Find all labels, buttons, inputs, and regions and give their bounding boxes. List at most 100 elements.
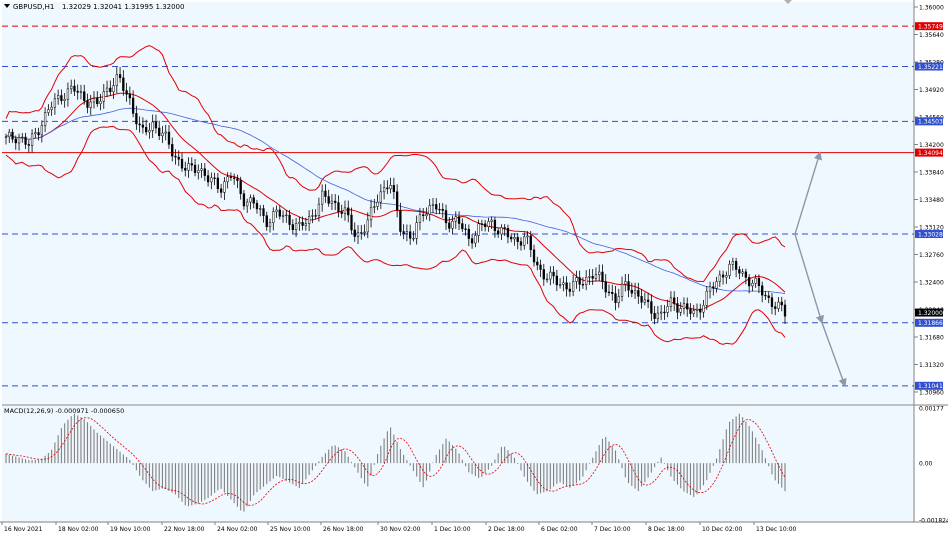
candle-body: [643, 299, 646, 303]
candle-body: [226, 176, 229, 183]
candle-body: [353, 229, 356, 237]
candle-body: [347, 207, 350, 216]
candles: [4, 66, 787, 325]
candle-body: [255, 202, 259, 210]
candle-body: [712, 286, 715, 289]
level-tag: [915, 117, 943, 126]
candle-body: [604, 281, 607, 293]
level-tag: [915, 62, 943, 71]
candle-body: [337, 202, 340, 213]
candle-body: [50, 106, 53, 110]
candle-body: [640, 296, 643, 303]
candle-body: [330, 200, 334, 204]
header: GBPUSD,H1 1.32029 1.32041 1.31995 1.3200…: [4, 3, 184, 11]
last-price-tag: [915, 308, 943, 317]
symbol-menu-icon[interactable]: [4, 4, 10, 8]
candle-body: [324, 190, 327, 197]
candle-body: [673, 297, 676, 304]
candle-body: [275, 209, 278, 212]
candle-body: [135, 113, 138, 125]
candle-body: [206, 175, 210, 183]
candle-body: [431, 204, 435, 206]
candle-body: [523, 236, 526, 246]
candle-body: [497, 230, 500, 235]
candle-body: [493, 219, 497, 232]
candle-body: [666, 306, 669, 313]
candle-body: [363, 231, 366, 234]
candle-body: [536, 261, 539, 266]
price-tick-label: 1.30960: [919, 390, 944, 397]
candle-body: [444, 210, 448, 224]
candle-body: [236, 178, 239, 181]
candle-body: [281, 214, 285, 217]
time-tick-label: 18 Nov 02:00: [58, 526, 99, 533]
candle-body: [454, 216, 457, 222]
candle-body: [568, 288, 572, 292]
time-tick-label: 26 Nov 18:00: [323, 526, 364, 533]
macd-tick-label: 0.00177: [919, 406, 944, 413]
candle-body: [246, 201, 249, 207]
candle-body: [747, 277, 751, 287]
candle-body: [549, 271, 552, 280]
candle-body: [376, 201, 379, 207]
candle-body: [392, 185, 396, 192]
candle-body: [47, 109, 50, 113]
candle-body: [627, 281, 630, 291]
candle-body: [109, 87, 112, 93]
candle-body: [438, 208, 441, 211]
level-tag-label: 1.31041: [918, 383, 943, 390]
candle-body: [588, 276, 591, 278]
candle-body: [252, 197, 255, 204]
candle-body: [210, 177, 213, 183]
candle-body: [382, 187, 386, 193]
bollinger-lower: [5, 125, 786, 345]
time-tick-label: 1 Dec 10:00: [434, 526, 471, 533]
candle-body: [340, 211, 343, 214]
candle-body: [718, 274, 721, 282]
candle-body: [412, 237, 415, 240]
candle-body: [138, 123, 141, 126]
candle-body: [630, 289, 633, 294]
candle-body: [594, 274, 598, 279]
candle-body: [311, 215, 314, 217]
candle-body: [519, 241, 523, 246]
candle-body: [721, 274, 725, 278]
shift-marker-icon[interactable]: [784, 0, 792, 4]
level-tags: 1.35749 1.35221 1.34503 1.34094 1.33028 1.318…: [915, 22, 943, 390]
candle-body: [76, 90, 79, 93]
candle-body: [513, 236, 516, 240]
candle-body: [386, 187, 389, 190]
candle-body: [96, 98, 99, 105]
candle-body: [102, 91, 105, 102]
candle-body: [506, 227, 510, 238]
candle-body: [428, 205, 431, 215]
candle-body: [30, 133, 34, 146]
candle-body: [744, 271, 748, 278]
macd-axis: 0.00177 0.00 -0.001824: [919, 406, 948, 525]
candle-body: [679, 308, 682, 313]
candle-body: [552, 271, 555, 277]
candle-body: [89, 101, 92, 108]
symbol-label: GBPUSD,H1: [13, 3, 54, 11]
macd-tick-label: -0.001824: [919, 518, 948, 525]
macd-pane[interactable]: [2, 406, 914, 522]
time-tick-label: 19 Nov 10:00: [110, 526, 151, 533]
price-pane[interactable]: [2, 2, 914, 404]
macd-tick-label: 0.00: [919, 461, 933, 468]
candle-body: [86, 100, 89, 108]
candle-body: [526, 235, 529, 238]
price-tick-label: 1.35640: [919, 32, 944, 39]
candle-body: [725, 275, 728, 278]
candle-body: [151, 121, 154, 131]
time-tick-label: 16 Nov 2021: [4, 526, 43, 533]
candle-body: [304, 223, 308, 226]
candle-body: [118, 74, 122, 79]
macd-histogram: [5, 413, 786, 512]
level-tag: [915, 318, 943, 327]
candle-body: [131, 97, 135, 114]
projection-arrow: [821, 322, 847, 388]
candle-body: [480, 223, 484, 225]
candle-body: [60, 95, 63, 101]
candle-body: [291, 224, 294, 231]
